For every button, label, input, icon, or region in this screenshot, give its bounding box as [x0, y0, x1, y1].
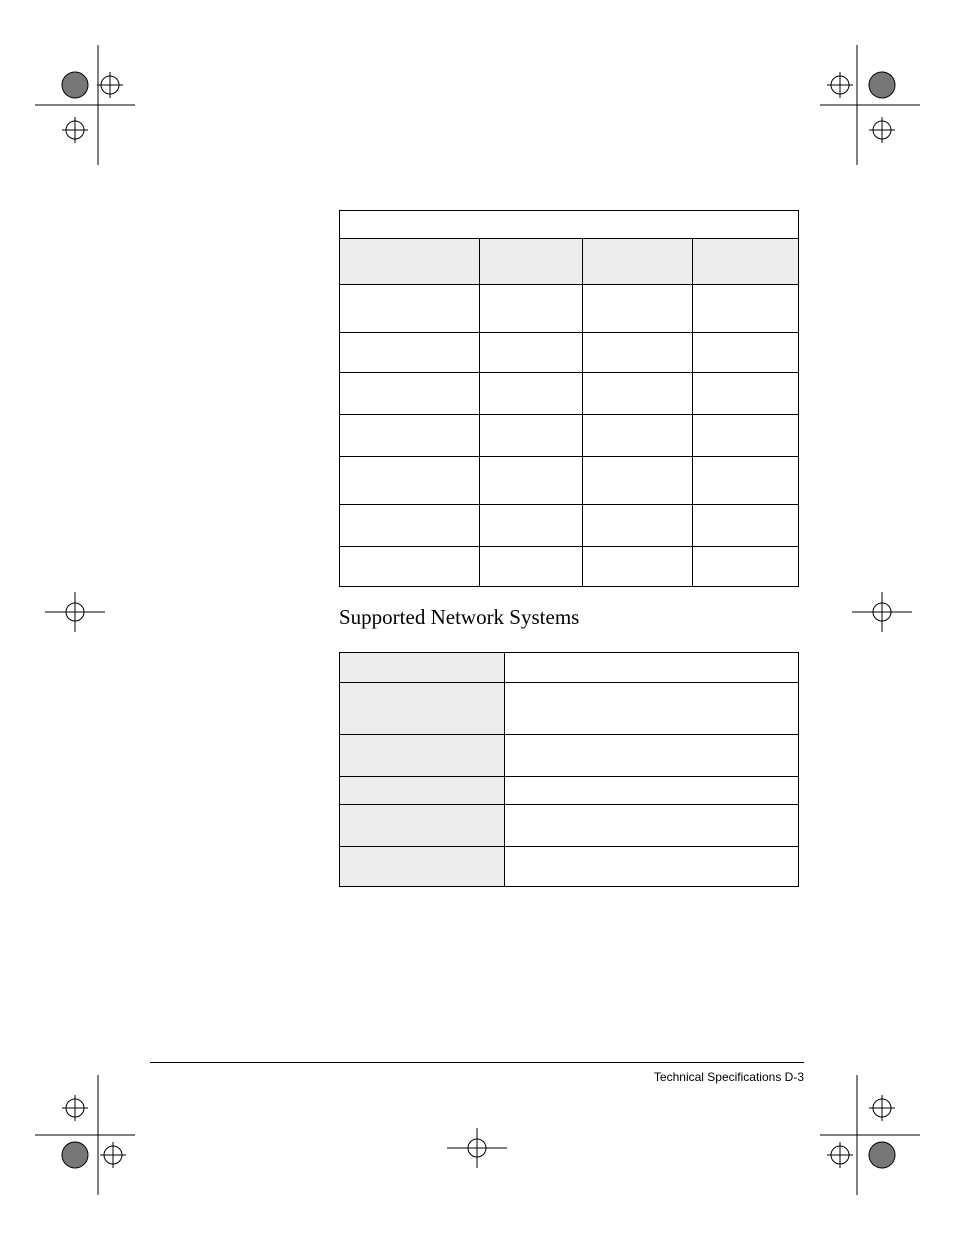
table1-cell [479, 415, 582, 457]
regmark-bottom-left [35, 1075, 135, 1195]
table1-header-1 [479, 239, 582, 285]
table1-cell [693, 505, 799, 547]
table1-row [340, 415, 799, 457]
table1-row [340, 373, 799, 415]
section-heading: Supported Network Systems [339, 605, 799, 630]
table2-label-cell [340, 653, 505, 683]
table2-label-cell [340, 847, 505, 887]
table1-title-row [340, 211, 799, 239]
table1-cell [479, 333, 582, 373]
table2-label-cell [340, 777, 505, 805]
regmark-mid-left [45, 592, 105, 632]
table2-data-cell [505, 805, 799, 847]
table1-title-cell [340, 211, 799, 239]
table1-cell [340, 333, 480, 373]
table1-cell [479, 505, 582, 547]
table1-cell [340, 547, 480, 587]
table2-label-cell [340, 683, 505, 735]
table1-cell [583, 373, 693, 415]
regmark-top-right [820, 45, 920, 165]
table1-header-row [340, 239, 799, 285]
footer-text: Technical Specifications D-3 [654, 1070, 804, 1084]
table1-row [340, 505, 799, 547]
table1-cell [479, 547, 582, 587]
footer-rule [150, 1062, 804, 1063]
table1-cell [340, 285, 480, 333]
table1-cell [583, 415, 693, 457]
table2-label-cell [340, 735, 505, 777]
table1-row [340, 457, 799, 505]
table2-row [340, 777, 799, 805]
table1-header-2 [583, 239, 693, 285]
page-content: Supported Network Systems [339, 210, 799, 887]
table1-cell [583, 285, 693, 333]
table1-row [340, 547, 799, 587]
table1-cell [340, 457, 480, 505]
network-systems-table [339, 652, 799, 887]
table1-header-3 [693, 239, 799, 285]
table2-data-cell [505, 777, 799, 805]
table2-row [340, 653, 799, 683]
table1-cell [693, 415, 799, 457]
regmark-top-left [35, 45, 135, 165]
table2-data-cell [505, 653, 799, 683]
spec-table-1 [339, 210, 799, 587]
table1-cell [340, 505, 480, 547]
table1-cell [479, 285, 582, 333]
table2-data-cell [505, 735, 799, 777]
table1-cell [693, 333, 799, 373]
table1-cell [583, 333, 693, 373]
table1-row [340, 285, 799, 333]
table1-cell [583, 547, 693, 587]
regmark-bottom-center [447, 1128, 507, 1168]
table1-cell [693, 457, 799, 505]
table1-cell [583, 457, 693, 505]
table2-data-cell [505, 847, 799, 887]
table2-row [340, 683, 799, 735]
table2-label-cell [340, 805, 505, 847]
table1-cell [693, 285, 799, 333]
table1-cell [693, 373, 799, 415]
table2-row [340, 735, 799, 777]
regmark-bottom-right [820, 1075, 920, 1195]
table1-row [340, 333, 799, 373]
table1-cell [479, 457, 582, 505]
table2-row [340, 847, 799, 887]
table2-row [340, 805, 799, 847]
table1-cell [340, 415, 480, 457]
table1-header-0 [340, 239, 480, 285]
table1-cell [693, 547, 799, 587]
regmark-mid-right [852, 592, 912, 632]
table1-cell [583, 505, 693, 547]
table2-data-cell [505, 683, 799, 735]
table1-cell [340, 373, 480, 415]
table1-cell [479, 373, 582, 415]
